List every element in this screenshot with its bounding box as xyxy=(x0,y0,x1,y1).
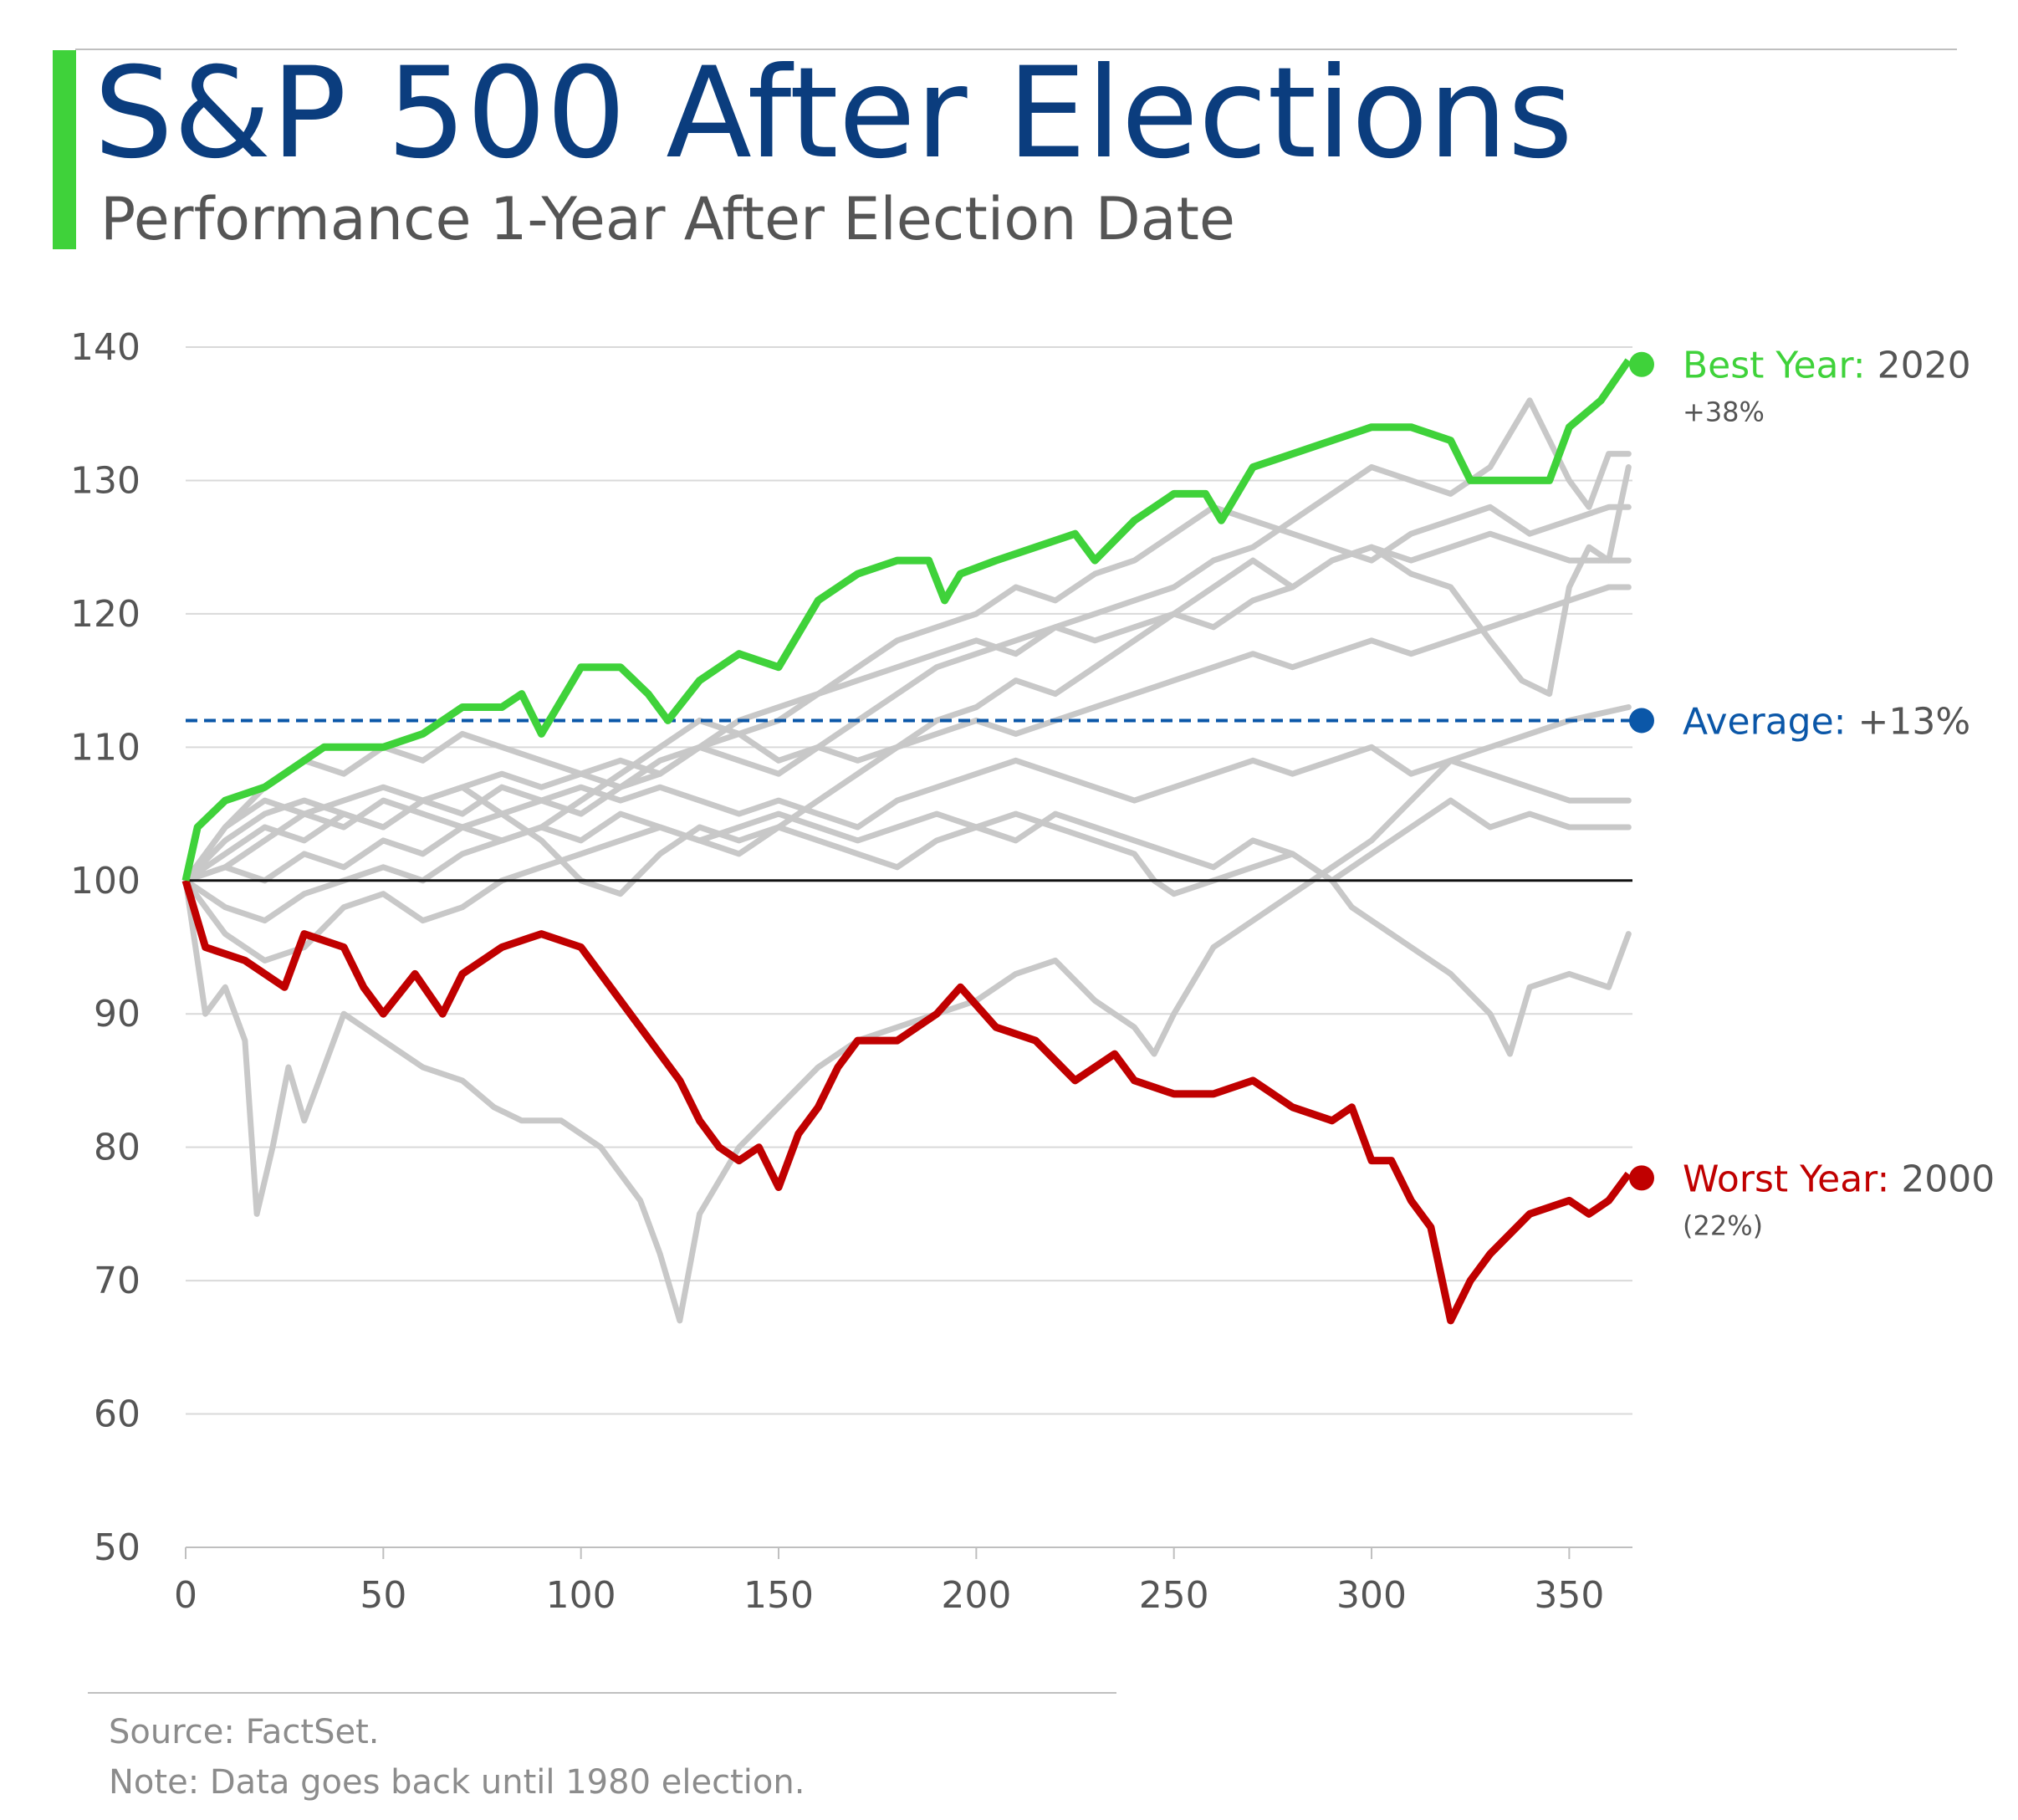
y-tick-label: 110 xyxy=(70,726,140,769)
other-years-series xyxy=(186,401,1628,1321)
worst-year-label: Worst Year: xyxy=(1683,1158,1889,1200)
x-tick-label: 350 xyxy=(1534,1574,1604,1617)
y-tick-label: 140 xyxy=(70,326,140,369)
x-tick-label: 150 xyxy=(743,1574,814,1617)
y-tick-label: 120 xyxy=(70,593,140,636)
y-tick-label: 90 xyxy=(94,993,140,1035)
y-tick-label: 50 xyxy=(94,1526,140,1569)
average-annotation: Average: +13% xyxy=(1683,700,1970,743)
source-note: Source: FactSet. xyxy=(109,1713,380,1751)
x-tick-label: 100 xyxy=(546,1574,616,1617)
highlighted-series xyxy=(186,360,1628,1321)
series-line-other-4 xyxy=(186,468,1628,961)
y-axis: 50 60 70 80 90 100 110 120 130 140 xyxy=(70,326,140,1569)
x-tick-label: 200 xyxy=(941,1574,1011,1617)
average-label: Average: xyxy=(1683,700,1847,743)
x-tick-label: 300 xyxy=(1336,1574,1407,1617)
average-marker xyxy=(1629,708,1654,733)
y-tick-label: 80 xyxy=(94,1127,140,1169)
y-tick-label: 130 xyxy=(70,459,140,502)
series-line-other-8 xyxy=(186,814,1628,1054)
worst-year-annotation: Worst Year: 2000 xyxy=(1683,1158,1995,1200)
x-tick-label: 0 xyxy=(174,1574,197,1617)
series-line-other-5 xyxy=(186,587,1628,881)
x-tick-label: 50 xyxy=(360,1574,406,1617)
best-year-marker xyxy=(1629,352,1654,377)
y-tick-label: 100 xyxy=(70,860,140,902)
best-year-annotation: Best Year: 2020 xyxy=(1683,345,1971,387)
footer-rule xyxy=(88,1692,1116,1694)
data-note: Note: Data goes back until 1980 election… xyxy=(109,1763,805,1802)
worst-year-value: 2000 xyxy=(1901,1158,1995,1200)
x-tick-label: 250 xyxy=(1139,1574,1209,1617)
average-value: +13% xyxy=(1858,700,1971,743)
worst-year-marker xyxy=(1629,1165,1654,1190)
y-tick-label: 70 xyxy=(94,1260,140,1302)
best-year-return: +38% xyxy=(1683,396,1765,428)
best-year-label: Best Year: xyxy=(1683,345,1866,387)
y-tick-label: 60 xyxy=(94,1393,140,1436)
best-year-value: 2020 xyxy=(1878,345,1971,387)
worst-year-return: (22%) xyxy=(1683,1209,1763,1241)
line-chart: 50 60 70 80 90 100 110 120 130 140 0 50 100 150 200 25… xyxy=(0,0,2018,1820)
x-axis: 0 50 100 150 200 250 300 350 xyxy=(174,1547,1632,1617)
